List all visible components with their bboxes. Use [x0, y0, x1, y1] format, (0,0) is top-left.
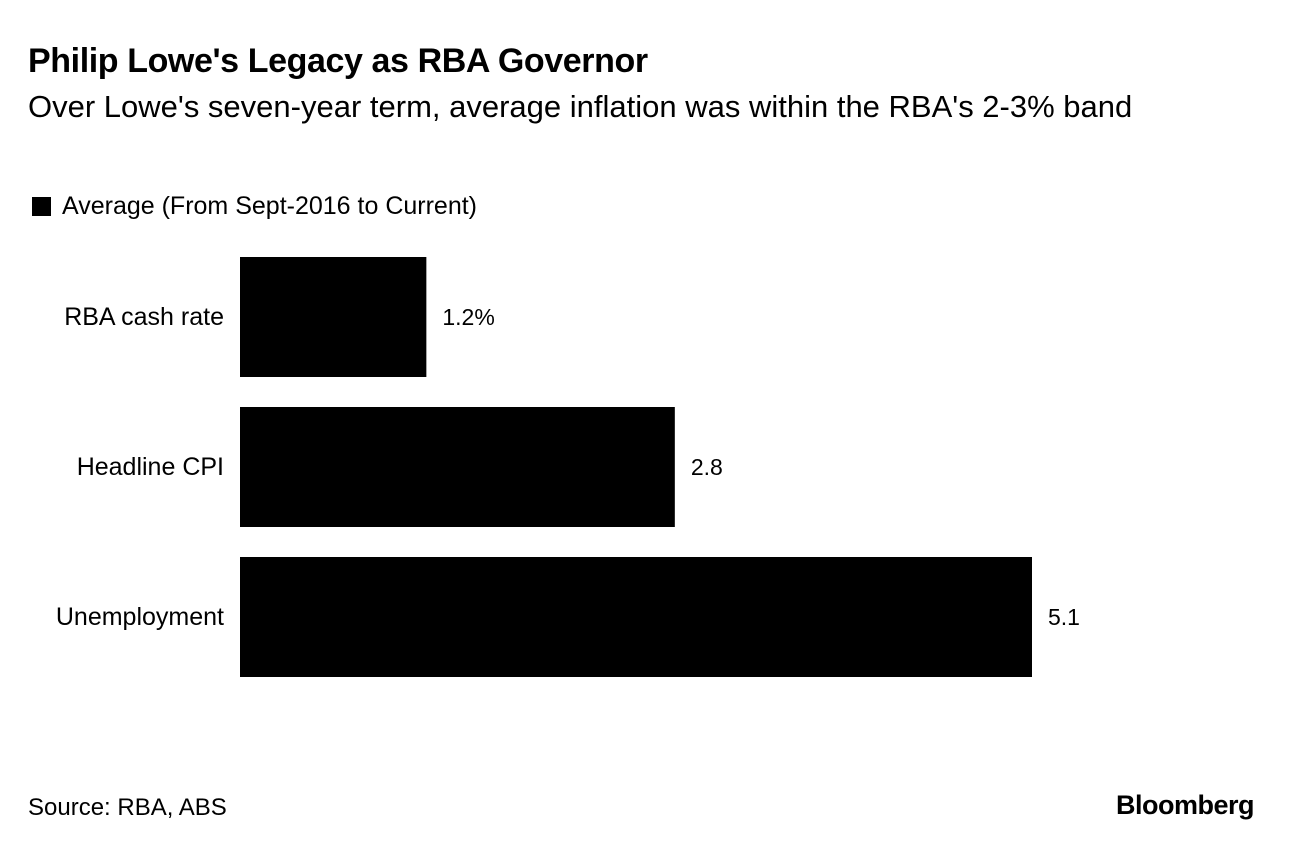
- legend-swatch: [32, 196, 51, 216]
- bar-unemployment: [240, 557, 1032, 677]
- category-label-unemployment: Unemployment: [56, 603, 224, 631]
- bar-chart: RBA cash rate 1.2% Headline CPI 2.8 Unemploy…: [56, 257, 1080, 677]
- value-label-rba-cash-rate: 1.2%: [442, 304, 494, 330]
- value-label-headline-cpi: 2.8: [691, 454, 723, 480]
- value-label-unemployment: 5.1: [1048, 604, 1080, 630]
- bar-rba-cash-rate: [240, 257, 427, 377]
- legend-label: Average (From Sept-2016 to Current): [62, 191, 478, 220]
- legend: Average (From Sept-2016 to Current): [32, 190, 477, 222]
- category-label-headline-cpi: Headline CPI: [77, 453, 224, 481]
- source-note: Source: RBA, ABS: [28, 794, 227, 821]
- category-label-rba-cash-rate: RBA cash rate: [64, 303, 224, 331]
- bloomberg-logo: Bloomberg: [1115, 790, 1255, 820]
- chart-subtitle: Over Lowe's seven-year term, average inf…: [28, 89, 1133, 124]
- chart-title: Philip Lowe's Legacy as RBA Governor: [28, 42, 648, 80]
- bar-headline-cpi: [240, 407, 675, 527]
